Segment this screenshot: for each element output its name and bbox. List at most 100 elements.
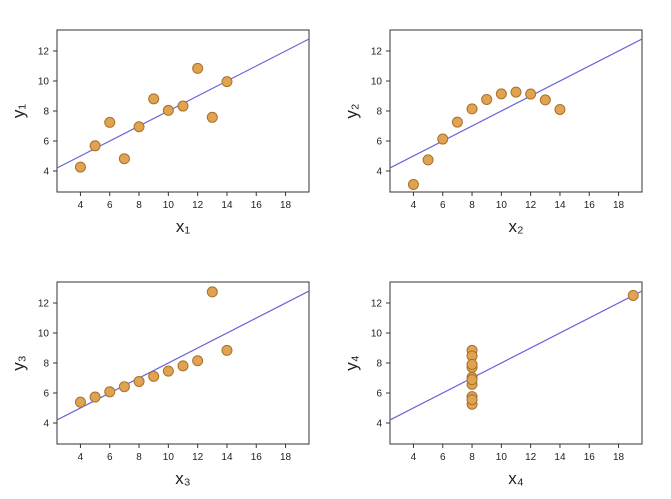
fit-line bbox=[390, 290, 642, 421]
point bbox=[104, 386, 116, 398]
y-tick-label: 6 bbox=[376, 137, 382, 148]
point bbox=[74, 396, 86, 408]
point bbox=[177, 100, 189, 112]
point bbox=[148, 370, 160, 382]
x-tick-label: 8 bbox=[469, 200, 475, 211]
point bbox=[177, 360, 189, 372]
y-tick-label: 6 bbox=[43, 389, 49, 400]
point bbox=[539, 94, 551, 106]
fit-line bbox=[390, 38, 642, 169]
point bbox=[118, 153, 130, 165]
point bbox=[221, 344, 233, 356]
x-tick-label: 6 bbox=[107, 200, 113, 211]
x-tick-label: 8 bbox=[469, 452, 475, 463]
y-axis-label: y₁ bbox=[9, 104, 28, 119]
point bbox=[118, 381, 130, 393]
x-tick-label: 12 bbox=[192, 200, 204, 211]
x-tick-label: 14 bbox=[554, 452, 566, 463]
x-tick-label: 10 bbox=[496, 452, 508, 463]
point bbox=[422, 154, 434, 166]
y-tick-label: 10 bbox=[371, 329, 383, 340]
plot-frame bbox=[389, 281, 643, 445]
point bbox=[407, 179, 419, 190]
y-tick-label: 4 bbox=[43, 167, 49, 178]
x-tick-label: 6 bbox=[107, 452, 113, 463]
point bbox=[495, 88, 507, 100]
point bbox=[481, 93, 493, 105]
x-tick-label: 12 bbox=[525, 200, 537, 211]
x-tick-label: 18 bbox=[280, 452, 292, 463]
x-tick-label: 8 bbox=[136, 200, 142, 211]
x-tick-label: 18 bbox=[280, 200, 292, 211]
point bbox=[133, 121, 145, 133]
point bbox=[525, 88, 537, 100]
y-axis-label: y₄ bbox=[342, 355, 361, 371]
x-tick-label: 4 bbox=[78, 452, 84, 463]
point bbox=[133, 375, 145, 387]
x-tick-label: 6 bbox=[440, 452, 446, 463]
point bbox=[466, 394, 478, 406]
point bbox=[89, 391, 101, 403]
x-tick-label: 16 bbox=[251, 200, 263, 211]
y-tick-label: 8 bbox=[376, 107, 382, 118]
y-tick-label: 12 bbox=[371, 299, 383, 310]
point bbox=[221, 76, 233, 88]
point bbox=[466, 358, 478, 370]
x-tick-label: 10 bbox=[163, 200, 175, 211]
x-tick-label: 4 bbox=[411, 200, 417, 211]
y-axis-label: y₂ bbox=[342, 103, 361, 118]
point bbox=[206, 111, 218, 123]
y-tick-label: 8 bbox=[376, 359, 382, 370]
x-axis-label: x₂ bbox=[508, 217, 523, 236]
point bbox=[510, 86, 522, 98]
y-tick-label: 6 bbox=[43, 137, 49, 148]
point bbox=[206, 286, 218, 298]
point bbox=[192, 62, 204, 74]
point bbox=[466, 374, 478, 386]
y-tick-label: 12 bbox=[38, 47, 50, 58]
y-tick-label: 8 bbox=[43, 107, 49, 118]
y-tick-label: 4 bbox=[376, 419, 382, 430]
x-tick-label: 12 bbox=[192, 452, 204, 463]
x-tick-label: 12 bbox=[525, 452, 537, 463]
point bbox=[627, 290, 639, 301]
y-tick-label: 10 bbox=[38, 329, 50, 340]
point bbox=[89, 140, 101, 152]
y-tick-label: 12 bbox=[371, 47, 383, 58]
x-tick-label: 4 bbox=[411, 452, 417, 463]
point bbox=[192, 355, 204, 367]
point bbox=[437, 133, 449, 145]
y-tick-label: 10 bbox=[38, 77, 50, 88]
x-tick-label: 14 bbox=[221, 452, 233, 463]
y-tick-label: 6 bbox=[376, 389, 382, 400]
x-tick-label: 16 bbox=[584, 200, 596, 211]
y-tick-label: 4 bbox=[43, 419, 49, 430]
y-tick-label: 4 bbox=[376, 167, 382, 178]
x-tick-label: 16 bbox=[251, 452, 263, 463]
point bbox=[162, 104, 174, 116]
x-tick-label: 6 bbox=[440, 200, 446, 211]
x-tick-label: 14 bbox=[221, 200, 233, 211]
y-tick-label: 10 bbox=[371, 77, 383, 88]
point bbox=[148, 93, 160, 105]
x-axis-label: x₁ bbox=[176, 217, 191, 236]
x-tick-label: 18 bbox=[613, 452, 625, 463]
x-tick-label: 16 bbox=[584, 452, 596, 463]
x-axis-label: x₃ bbox=[175, 469, 190, 488]
y-tick-label: 8 bbox=[43, 359, 49, 370]
x-axis-label: x₄ bbox=[508, 469, 524, 488]
point bbox=[554, 104, 566, 115]
point bbox=[162, 365, 174, 377]
y-axis-label: y₃ bbox=[9, 355, 28, 370]
x-tick-label: 18 bbox=[613, 200, 625, 211]
x-tick-label: 14 bbox=[554, 200, 566, 211]
x-tick-label: 10 bbox=[163, 452, 175, 463]
point bbox=[104, 116, 116, 128]
point bbox=[74, 161, 86, 173]
plot-frame bbox=[389, 29, 643, 193]
